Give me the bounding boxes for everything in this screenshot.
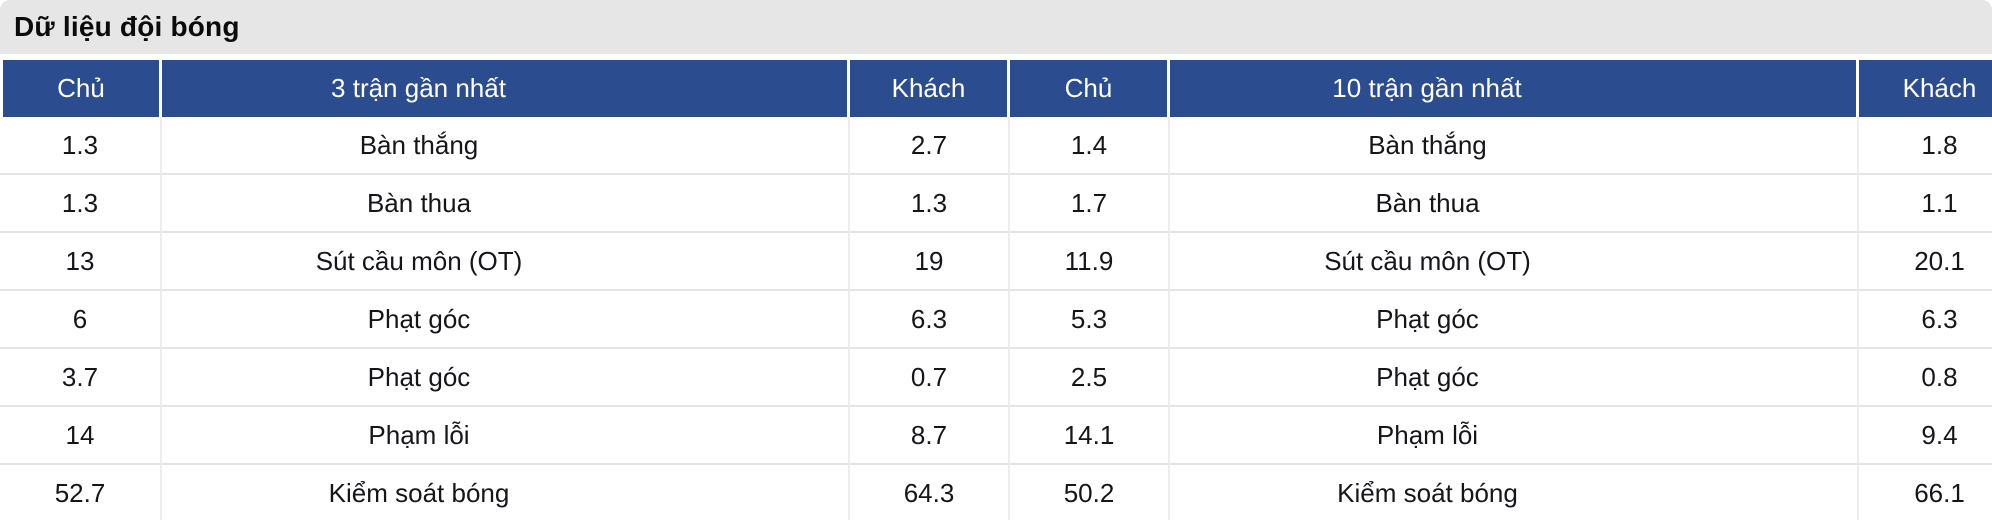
away-value-cell: 2.7 [850, 117, 1010, 175]
home-value-cell: 1.3 [0, 117, 162, 175]
stats-table-wrap: Chủ 3 trận gần nhất Khách Chủ 10 trận gầ… [0, 60, 1992, 520]
away-value-cell: 1.1 [1859, 175, 1992, 233]
header-row: Chủ 3 trận gần nhất Khách Chủ 10 trận gầ… [0, 60, 1992, 117]
home-value-cell: 3.7 [0, 349, 162, 407]
away-value-cell: 1.8 [1859, 117, 1992, 175]
home-value-cell: 14 [0, 407, 162, 465]
stat-label-cell: Phạt góc [1170, 349, 1859, 407]
home-value-cell: 13 [0, 233, 162, 291]
home-value-cell: 1.4 [1010, 117, 1170, 175]
stat-label-cell: Phạt góc [1170, 291, 1859, 349]
stat-label-cell: Kiểm soát bóng [162, 465, 850, 520]
table-row: 3.7 Phạt góc 0.7 2.5 Phạt góc 0.8 [0, 349, 1992, 407]
away-value-cell: 8.7 [850, 407, 1010, 465]
away-value-cell: 6.3 [850, 291, 1010, 349]
away-value-cell: 20.1 [1859, 233, 1992, 291]
stat-label-cell: Phạm lỗi [162, 407, 850, 465]
home-value-cell: 11.9 [1010, 233, 1170, 291]
header-away-last3: Khách [850, 60, 1010, 117]
stat-label-cell: Phạm lỗi [1170, 407, 1859, 465]
away-value-cell: 1.3 [850, 175, 1010, 233]
table-row: 14 Phạm lỗi 8.7 14.1 Phạm lỗi 9.4 [0, 407, 1992, 465]
table-row: 1.3 Bàn thua 1.3 1.7 Bàn thua 1.1 [0, 175, 1992, 233]
home-value-cell: 50.2 [1010, 465, 1170, 520]
away-value-cell: 0.8 [1859, 349, 1992, 407]
header-last10-matches: 10 trận gần nhất [1170, 60, 1859, 117]
team-stats-table: Chủ 3 trận gần nhất Khách Chủ 10 trận gầ… [0, 60, 1992, 520]
table-row: 1.3 Bàn thắng 2.7 1.4 Bàn thắng 1.8 [0, 117, 1992, 175]
stat-label-cell: Bàn thua [1170, 175, 1859, 233]
header-home-last3: Chủ [0, 60, 162, 117]
away-value-cell: 64.3 [850, 465, 1010, 520]
home-value-cell: 5.3 [1010, 291, 1170, 349]
away-value-cell: 9.4 [1859, 407, 1992, 465]
home-value-cell: 6 [0, 291, 162, 349]
table-row: 52.7 Kiểm soát bóng 64.3 50.2 Kiểm soát … [0, 465, 1992, 520]
away-value-cell: 66.1 [1859, 465, 1992, 520]
home-value-cell: 52.7 [0, 465, 162, 520]
header-away-last10: Khách [1859, 60, 1992, 117]
section-title: Dữ liệu đội bóng [14, 11, 240, 42]
table-row: 6 Phạt góc 6.3 5.3 Phạt góc 6.3 [0, 291, 1992, 349]
stat-label-cell: Kiểm soát bóng [1170, 465, 1859, 520]
stat-label-cell: Bàn thua [162, 175, 850, 233]
home-value-cell: 14.1 [1010, 407, 1170, 465]
header-last3-matches: 3 trận gần nhất [162, 60, 850, 117]
stat-label-cell: Phạt góc [162, 349, 850, 407]
section-title-bar: Dữ liệu đội bóng [0, 0, 1992, 54]
away-value-cell: 19 [850, 233, 1010, 291]
home-value-cell: 1.3 [0, 175, 162, 233]
home-value-cell: 1.7 [1010, 175, 1170, 233]
table-row: 13 Sút cầu môn (OT) 19 11.9 Sút cầu môn … [0, 233, 1992, 291]
away-value-cell: 0.7 [850, 349, 1010, 407]
header-home-last10: Chủ [1010, 60, 1170, 117]
stat-label-cell: Phạt góc [162, 291, 850, 349]
stat-label-cell: Bàn thắng [1170, 117, 1859, 175]
stat-label-cell: Bàn thắng [162, 117, 850, 175]
stat-label-cell: Sút cầu môn (OT) [1170, 233, 1859, 291]
stat-label-cell: Sút cầu môn (OT) [162, 233, 850, 291]
away-value-cell: 6.3 [1859, 291, 1992, 349]
home-value-cell: 2.5 [1010, 349, 1170, 407]
